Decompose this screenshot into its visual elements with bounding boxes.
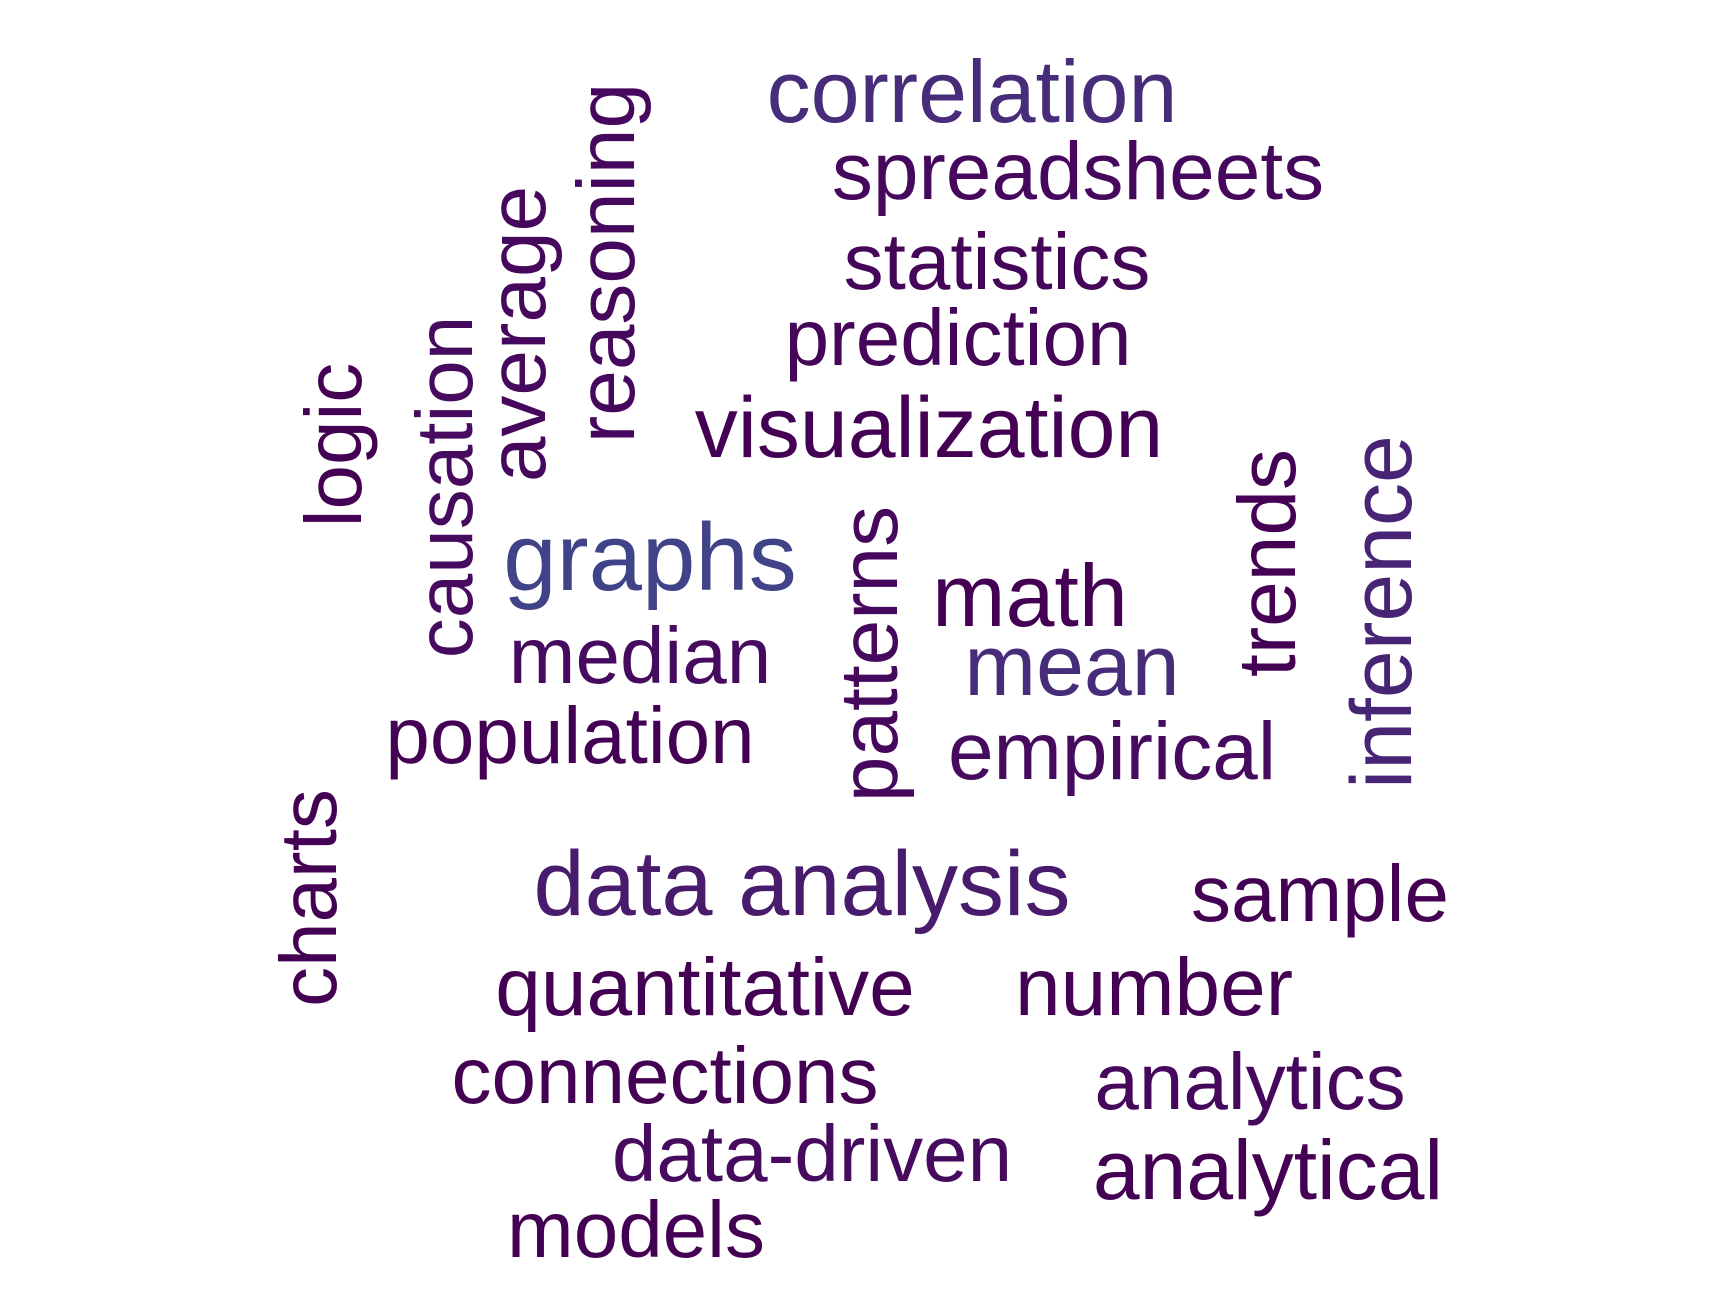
word-empirical: empirical (947, 706, 1277, 797)
word-median: median (508, 611, 772, 700)
word-trends: trends (1222, 449, 1313, 677)
word-analytics: analytics (1094, 1037, 1406, 1126)
word-reasoning: reasoning (561, 82, 652, 444)
word-graphs: graphs (503, 504, 797, 611)
word-average: average (472, 185, 563, 483)
word-math: math (932, 546, 1128, 645)
word-sample: sample (1191, 849, 1449, 938)
word-data-driven: data-driven (611, 1109, 1013, 1198)
word-spreadsheets: spreadsheets (831, 126, 1325, 217)
word-charts: charts (264, 789, 353, 1007)
word-statistics: statistics (843, 217, 1151, 306)
word-number: number (1014, 942, 1294, 1033)
word-prediction: prediction (784, 293, 1132, 382)
word-patterns: patterns (824, 505, 915, 803)
word-causation: causation (400, 315, 489, 659)
word-population: population (385, 691, 755, 780)
word-analytical: analytical (1092, 1123, 1444, 1217)
word-correlation: correlation (766, 42, 1178, 141)
word-visualization: visualization (694, 380, 1164, 476)
word-models: models (507, 1185, 765, 1274)
word-connections: connections (451, 1031, 879, 1120)
word-quantitative: quantitative (495, 942, 915, 1033)
word-inference: inference (1334, 435, 1430, 789)
word-data-analysis: data analysis (533, 833, 1071, 935)
word-logic: logic (289, 362, 378, 528)
word-mean: mean (964, 618, 1180, 714)
